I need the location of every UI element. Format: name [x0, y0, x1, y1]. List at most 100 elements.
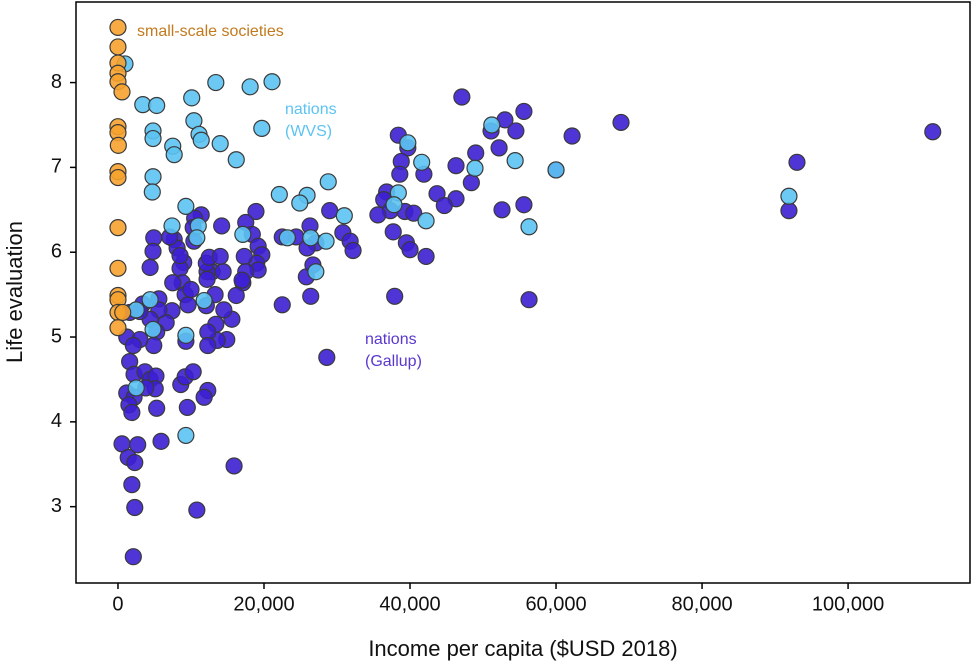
point [405, 204, 423, 222]
point [241, 78, 259, 96]
point [184, 363, 202, 381]
point [177, 326, 195, 344]
point [177, 197, 195, 216]
point [780, 187, 798, 205]
series-label: (WVS) [285, 123, 332, 140]
point [321, 202, 339, 220]
y-axis-label: Life evaluation [2, 221, 27, 363]
point [391, 165, 409, 183]
point [506, 152, 524, 170]
point [384, 223, 402, 241]
point [227, 286, 245, 305]
point [515, 196, 533, 214]
point [109, 168, 127, 187]
point [214, 263, 232, 281]
point [144, 242, 162, 260]
point [307, 263, 325, 281]
point [263, 73, 281, 91]
point [109, 259, 127, 277]
point [563, 127, 581, 145]
series-label: nations [365, 331, 417, 348]
point [417, 212, 435, 230]
point [123, 403, 141, 422]
x-tick-label: 40,000 [379, 593, 440, 615]
point [192, 131, 210, 149]
point [788, 153, 806, 171]
point [401, 241, 419, 259]
x-tick-label: 20,000 [233, 593, 294, 615]
plot-frame [75, 1, 971, 584]
point [215, 301, 233, 319]
point [344, 241, 362, 260]
y-tick-label: 7 [51, 156, 62, 178]
point [144, 129, 162, 148]
point [302, 287, 320, 305]
y-tick-label: 8 [51, 71, 62, 93]
point [385, 196, 403, 214]
series-label: (Gallup) [365, 353, 422, 370]
point [493, 201, 511, 219]
point [435, 196, 453, 215]
point [123, 476, 141, 494]
point [225, 457, 243, 475]
point [467, 144, 485, 162]
point [211, 135, 229, 153]
point [124, 336, 142, 355]
point [129, 436, 147, 454]
point [124, 548, 142, 566]
point [211, 247, 229, 266]
point [109, 18, 127, 37]
y-tick-label: 3 [51, 495, 62, 517]
point [198, 270, 216, 288]
point [612, 113, 630, 132]
point [109, 219, 127, 237]
series-group [116, 55, 798, 445]
point [447, 157, 465, 175]
point [270, 185, 288, 204]
x-tick-label: 80,000 [671, 593, 732, 615]
series-group [113, 88, 942, 566]
point [177, 426, 195, 445]
point [109, 136, 127, 154]
point [178, 398, 196, 417]
point [113, 83, 131, 101]
point [924, 123, 942, 141]
point [399, 134, 417, 152]
point [109, 319, 127, 337]
point [507, 122, 525, 140]
point [253, 119, 271, 137]
point [182, 280, 200, 299]
point [188, 501, 206, 519]
point [483, 116, 501, 134]
point [291, 194, 309, 212]
point [278, 229, 296, 247]
point [413, 153, 431, 171]
point [144, 168, 162, 186]
point [490, 139, 508, 157]
point [213, 217, 231, 235]
point [152, 432, 170, 450]
point [235, 247, 253, 266]
point [319, 173, 337, 191]
point [141, 291, 159, 309]
x-tick-label: 0 [112, 593, 123, 615]
point [195, 388, 213, 406]
point [233, 271, 251, 289]
series-label: nations [285, 101, 337, 118]
point [144, 320, 162, 338]
point [126, 453, 144, 472]
y-tick-label: 4 [51, 410, 62, 432]
point [515, 102, 533, 121]
point [453, 88, 471, 106]
point [199, 336, 217, 355]
point [126, 498, 144, 517]
point [163, 217, 181, 235]
point [335, 207, 353, 225]
point [386, 287, 404, 305]
point [302, 229, 320, 247]
point [114, 303, 132, 322]
point [520, 291, 538, 309]
point [318, 348, 336, 366]
